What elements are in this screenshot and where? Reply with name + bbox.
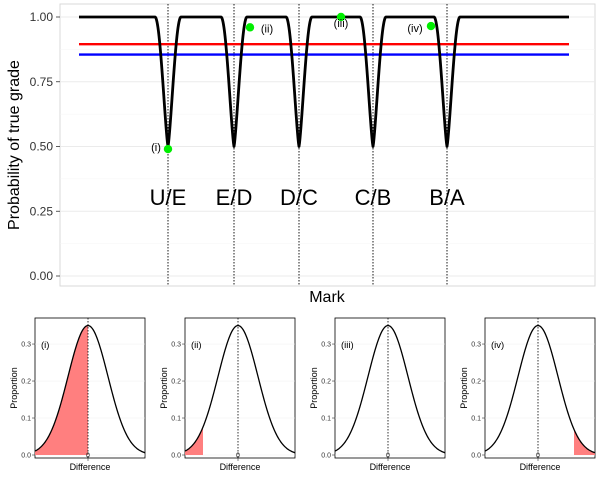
panel-x-tick-label: 0 [386,453,390,460]
probability-curve [78,15,570,148]
distribution-panel: 0.0 0.1 0.2 0.3 0 Difference Proportion (i) [9,317,146,472]
highlight-point-label: (ii) [261,23,273,35]
y-tick-label: 0.50 [30,140,54,154]
panel-y-tick-label: 0.3 [21,342,31,349]
panel-frame [484,317,596,459]
main-panel [59,3,596,287]
main-y-ticks: 0.00 0.25 0.50 0.75 1.00 [30,10,60,283]
boundary-label: C/B [355,185,392,210]
highlight-point [245,23,255,32]
highlight-point-label: (iv) [407,23,422,35]
boundary-label: E/D [216,185,253,210]
panel-y-axis-label: Proportion [159,367,169,409]
highlight-point-label: (i) [151,142,161,154]
panel-y-tick-label: 0.3 [321,342,331,349]
boundary-label: U/E [150,185,187,210]
shaded-tail-area [574,429,595,455]
panel-frame [334,317,446,459]
panel-x-axis-label: Difference [70,462,111,472]
boundary-label: B/A [429,185,465,210]
panel-y-tick-label: 0.1 [471,416,481,423]
panel-y-tick-label: 0.0 [21,453,31,460]
panel-y-tick-label: 0.2 [21,379,31,386]
highlight-point [336,12,346,22]
highlight-point [163,144,173,154]
panel-y-tick-label: 0.0 [171,453,181,460]
panel-y-axis-label: Proportion [459,367,469,409]
boundary-labels: U/E E/D D/C C/B B/A [150,185,465,210]
panel-y-axis-label: Proportion [9,367,19,409]
distribution-panel: 0.0 0.1 0.2 0.3 0 Difference Proportion (iii) [309,317,446,472]
panel-y-tick-label: 0.0 [471,453,481,460]
main-x-axis-label: Mark [309,289,346,306]
highlight-points: (i) (ii) (iii) (iv) [151,12,436,154]
shaded-tail-area [35,325,88,455]
density-curve [184,324,296,454]
y-tick-label: 0.75 [30,75,54,89]
highlight-point [426,21,436,31]
panel-x-axis-label: Difference [520,462,561,472]
distribution-panel: 0.0 0.1 0.2 0.3 0 Difference Proportion (iv) [459,317,596,472]
main-chart: U/E E/D D/C C/B B/A (i) (ii) (iii) (iv) 0.00 0.2… [6,3,596,306]
panel-y-tick-label: 0.2 [171,379,181,386]
panel-y-tick-label: 0.3 [471,342,481,349]
panel-y-axis-label: Proportion [309,367,319,409]
y-tick-label: 0.00 [30,269,54,283]
difference-distributions: 0.00.10.20.30DifferenceProportion(i)0.00… [9,317,596,472]
y-tick-label: 0.25 [30,204,54,218]
panel-x-tick-label: 0 [536,453,540,460]
density-curve [34,324,146,454]
panel-y-tick-label: 0.1 [171,416,181,423]
panel-y-tick-label: 0.3 [171,342,181,349]
boundary-label: D/C [280,185,318,210]
density-curve [484,324,596,454]
distribution-panel: 0.0 0.1 0.2 0.3 0 Difference Proportion (ii) [159,317,296,472]
panel-y-tick-label: 0.1 [321,416,331,423]
panel-x-tick-label: 0 [86,453,90,460]
panel-label: (iv) [491,340,504,351]
shaded-tail-area [185,427,203,455]
main-y-axis-label: Probability of true grade [6,60,23,230]
panel-y-tick-label: 0.1 [21,416,31,423]
panel-x-axis-label: Difference [370,462,411,472]
highlight-point-label: (iii) [334,18,349,30]
panel-label: (i) [41,340,49,351]
panel-y-tick-label: 0.0 [321,453,331,460]
panel-x-tick-label: 0 [236,453,240,460]
density-curve [334,324,446,454]
panel-label: (iii) [341,340,354,351]
panel-label: (ii) [191,340,202,351]
panel-y-tick-label: 0.2 [471,379,481,386]
y-tick-label: 1.00 [30,10,54,24]
panel-y-tick-label: 0.2 [321,379,331,386]
panel-x-axis-label: Difference [220,462,261,472]
